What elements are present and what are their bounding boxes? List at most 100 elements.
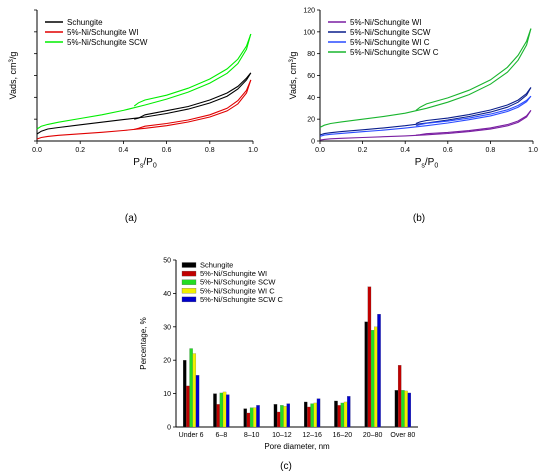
x-label-subscript: 0: [434, 163, 438, 170]
x-tick-label: 16–20: [333, 432, 353, 439]
legend-swatch: [181, 270, 197, 277]
bar: [286, 403, 290, 428]
bar: [367, 286, 372, 428]
bar: [192, 353, 197, 428]
series-line-adsorption: [36, 79, 252, 140]
y-tick-label: 0: [311, 139, 315, 146]
y-tick-label: 10: [163, 391, 171, 398]
x-tick-label: 0.4: [400, 147, 410, 154]
series-line-desorption: [415, 87, 532, 125]
legend-entry: 5%-Ni/Schungite SCW C: [350, 48, 439, 57]
series-line-adsorption: [36, 33, 252, 130]
bar: [407, 392, 411, 428]
bar: [226, 394, 230, 428]
bar: [340, 402, 345, 428]
y-label-part: /g: [288, 52, 298, 60]
bar: [216, 404, 220, 428]
panel-b-chart: 0.0 0.2 0.4 0.6 0.8 1.0 0 20 40 60 80 100 120 5%-Ni/S…: [288, 8, 538, 225]
y-tick-label: 40: [307, 95, 315, 102]
bar: [222, 391, 227, 428]
legend-entry: 5%-Ni/Schungite SCW C: [200, 295, 284, 304]
bar: [213, 393, 217, 428]
series-line-adsorption: [319, 95, 532, 137]
y-tick-label: 120: [303, 8, 315, 15]
x-label-part: /P: [143, 157, 153, 168]
legend-entry: 5%-Ni/Schungite WI C: [350, 38, 430, 47]
y-tick-label: 30: [163, 324, 171, 331]
bar: [249, 407, 254, 428]
x-tick-label: 0.6: [162, 147, 172, 154]
bar: [337, 405, 341, 428]
y-label-part: Vads, cm: [288, 63, 298, 100]
bar: [397, 365, 402, 428]
panel-label: (c): [280, 461, 292, 472]
y-axis-label: Percentage, %: [139, 317, 148, 369]
bar: [310, 403, 314, 428]
x-tick-label: Under 6: [179, 432, 204, 439]
legend-swatch: [181, 262, 197, 268]
bar: [377, 314, 381, 428]
x-tick-label: 0.6: [443, 147, 453, 154]
bar: [316, 398, 321, 428]
bar: [246, 412, 251, 428]
bar: [253, 407, 257, 428]
x-axis-label: Ps/P0: [133, 157, 157, 170]
bar: [273, 404, 278, 428]
panel-c-chart: 0 10 20 30 40 50 Under 6 6–8 8–10 10–12 12–16 16–20…: [139, 258, 418, 472]
x-axis-label: Pore diameter, nm: [264, 442, 330, 451]
x-tick-label: Over 80: [390, 432, 415, 439]
bar: [256, 405, 260, 428]
series-line-desorption: [133, 33, 252, 107]
bar: [313, 402, 318, 428]
x-axis-label: Ps/P0: [415, 157, 439, 170]
bar: [343, 401, 348, 428]
y-tick-label: 20: [307, 117, 315, 124]
legend-swatch: [181, 279, 197, 285]
x-label-part: P: [415, 157, 422, 168]
series-line-desorption: [134, 79, 252, 130]
bar: [347, 396, 351, 428]
legend-swatch: [181, 296, 197, 303]
legend-entry: 5%-Ni/Schungite WI C: [200, 286, 275, 295]
x-label-part: P: [133, 157, 140, 168]
series-line-adsorption: [319, 28, 532, 128]
x-tick-label: 0.2: [75, 147, 85, 154]
series-line-desorption: [415, 110, 532, 136]
bar: [283, 406, 287, 428]
bar: [189, 348, 193, 428]
legend-entry: 5%-Ni/Schungite SCW: [67, 38, 148, 47]
x-tick-label: 1.0: [248, 147, 258, 154]
legend-entry: Schungite: [67, 18, 103, 27]
panel-label: (b): [413, 213, 425, 224]
legend-entry: Schungite: [200, 261, 233, 270]
x-label-subscript: s: [140, 163, 144, 170]
bar: [195, 375, 200, 428]
y-tick-label: 40: [163, 291, 171, 298]
legend-entry: 5%-Ni/Schungite WI: [350, 18, 422, 27]
y-axis-label: Vads, cm3/g: [8, 52, 18, 100]
x-tick-label: 1.0: [528, 147, 538, 154]
bar: [186, 385, 190, 428]
series-line-desorption: [134, 72, 252, 120]
series-line-desorption: [415, 95, 532, 127]
x-tick-label: 6–8: [216, 432, 228, 439]
legend-entry: 5%-Ni/Schungite SCW: [200, 278, 276, 287]
x-tick-label: 0.2: [358, 147, 368, 154]
x-label-subscript: s: [421, 163, 425, 170]
bar: [219, 392, 224, 428]
y-label-superscript: 3: [289, 59, 295, 63]
y-label-part: Vads, cm: [8, 63, 18, 100]
y-tick-label: 20: [163, 358, 171, 365]
x-label-part: /P: [425, 157, 435, 168]
bar: [334, 400, 338, 428]
bar: [304, 401, 308, 428]
x-label-subscript: 0: [153, 163, 157, 170]
bar: [394, 390, 399, 428]
x-tick-label: 0.8: [486, 147, 496, 154]
series-line-desorption: [415, 28, 532, 111]
y-label-part: /g: [8, 52, 18, 60]
bar: [183, 360, 187, 428]
y-label-superscript: 3: [9, 59, 15, 63]
panel-label: (a): [125, 213, 137, 224]
